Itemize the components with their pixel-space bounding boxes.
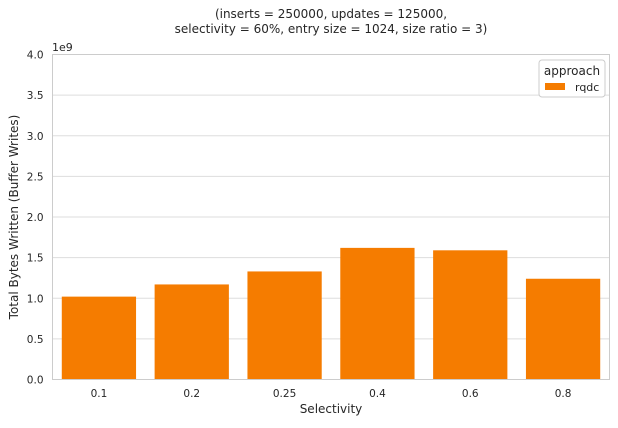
y-tick-label: 0.5 — [27, 334, 44, 346]
y-tick-label: 4.0 — [27, 50, 44, 62]
bar-0.6 — [433, 250, 508, 380]
y-tick-label: 3.5 — [27, 90, 44, 102]
legend: approach rqdc — [538, 59, 606, 98]
y-tick-label: 3.0 — [27, 131, 44, 143]
bar-0.8 — [525, 278, 601, 380]
legend-entry-rqdc: rqdc — [575, 81, 599, 94]
legend-title: approach — [544, 64, 600, 78]
x-tick-label: 0.6 — [462, 388, 479, 400]
y-tick-labels: 0.0 0.5 1.0 1.5 2.0 2.5 3.0 3.5 4.0 — [27, 50, 44, 387]
x-tick-labels: 0.1 0.2 0.25 0.4 0.6 0.8 — [91, 388, 572, 400]
y-tick-label: 2.5 — [27, 171, 44, 183]
y-tick-label: 2.0 — [27, 212, 44, 224]
x-tick-label: 0.8 — [555, 388, 572, 400]
chart-title-line-1: (inserts = 250000, updates = 125000, — [215, 7, 447, 21]
bar-0.25 — [247, 271, 322, 380]
x-tick-label: 0.25 — [273, 388, 296, 400]
chart-title-line-2: selectivity = 60%, entry size = 1024, si… — [175, 22, 488, 36]
y-tick-label: 0.0 — [27, 375, 44, 387]
x-axis-label: Selectivity — [300, 402, 363, 416]
plot-frame — [52, 54, 610, 380]
legend-swatch-rqdc — [545, 83, 565, 90]
y-tick-label: 1.0 — [27, 293, 44, 305]
y-tick-label: 1.5 — [27, 253, 44, 265]
x-tick-label: 0.1 — [91, 388, 108, 400]
y-axis-label: Total Bytes Written (Buffer Writes) — [7, 115, 21, 321]
x-tick-label: 0.2 — [183, 388, 200, 400]
bars — [61, 247, 601, 380]
y-offset-label: 1e9 — [52, 41, 73, 54]
x-tick-label: 0.4 — [369, 388, 386, 400]
bar-0.2 — [154, 284, 229, 380]
bar-0.4 — [340, 247, 415, 380]
bar-0.1 — [61, 296, 137, 380]
